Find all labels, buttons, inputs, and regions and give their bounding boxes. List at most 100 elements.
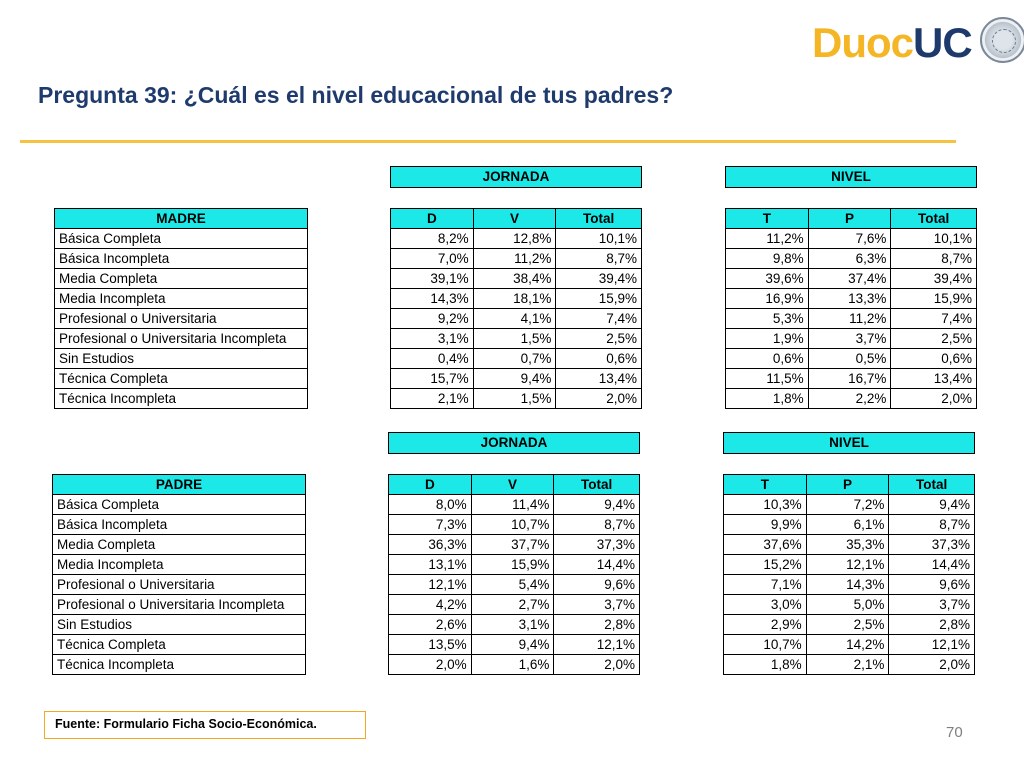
table-cell: 15,2% [723,554,807,575]
row-label: Media Incompleta [52,554,306,575]
table-cell: 11,2% [807,308,892,329]
source-note: Fuente: Formulario Ficha Socio-Económica… [44,711,366,739]
table-cell: 0,6% [555,348,642,369]
madre-jornada-header: JORNADA [390,166,642,188]
table-cell: 15,9% [470,554,555,575]
table-cell: 2,5% [555,328,642,349]
table-cell: 2,6% [388,614,472,635]
table-cell: 4,2% [388,594,472,615]
padre-labels-table: PADRE Básica Completa Básica Incompleta Med… [52,474,306,675]
table-cell: 11,4% [470,494,555,515]
table-cell: 39,1% [390,268,474,289]
table-row: Media Incompleta [52,554,306,575]
padre-nivel-header-row: T P Total [723,474,975,495]
table-cell: 12,1% [888,634,975,655]
table-cell: 7,6% [807,228,892,249]
row-label: Profesional o Universitaria [52,574,306,595]
table-cell: 18,1% [472,288,557,309]
table-row: Sin Estudios [52,614,306,635]
table-cell: 37,3% [553,534,640,555]
table-cell: 6,1% [805,514,890,535]
table-cell: 11,5% [725,368,809,389]
table-cell: 9,2% [390,308,474,329]
table-row: Profesional o Universitaria Incompleta [52,594,306,615]
table-cell: 15,7% [390,368,474,389]
table-row: 7,1% 14,3% 9,6% [723,574,975,595]
table-cell: 7,4% [555,308,642,329]
table-cell: 39,4% [555,268,642,289]
page-title: Pregunta 39: ¿Cuál es el nivel educacion… [38,82,674,108]
table-cell: 13,5% [388,634,472,655]
table-cell: 3,7% [807,328,892,349]
table-row: 39,1% 38,4% 39,4% [390,268,642,289]
table-cell: 9,4% [553,494,640,515]
madre-jornada-table: D V Total 8,2% 12,8% 10,1% 7,0% 11,2% 8,7% 39,1% 3… [390,208,642,409]
row-label: Técnica Completa [54,368,308,389]
table-cell: 2,0% [388,654,472,675]
table-cell: 2,5% [805,614,890,635]
table-cell: 8,0% [388,494,472,515]
madre-column-header: MADRE [54,208,308,229]
table-cell: 2,0% [890,388,977,409]
table-cell: 2,7% [470,594,555,615]
table-cell: 37,7% [470,534,555,555]
table-cell: 2,8% [553,614,640,635]
column-header: V [472,208,557,229]
table-row: 0,6% 0,5% 0,6% [725,348,977,369]
column-header: D [388,474,472,495]
madre-header-row: MADRE [54,208,308,229]
table-cell: 38,4% [472,268,557,289]
table-cell: 8,7% [888,514,975,535]
table-row: 37,6% 35,3% 37,3% [723,534,975,555]
row-label: Básica Completa [54,228,308,249]
table-row: 5,3% 11,2% 7,4% [725,308,977,329]
table-row: Técnica Incompleta [52,654,306,675]
column-header: T [723,474,807,495]
row-label: Profesional o Universitaria Incompleta [54,328,308,349]
padre-header-row: PADRE [52,474,306,495]
padre-jornada-header: JORNADA [388,432,640,454]
madre-nivel-header-row: T P Total [725,208,977,229]
duoc-uc-logo: DuocUC [812,14,1024,72]
table-row: 9,8% 6,3% 8,7% [725,248,977,269]
row-label: Sin Estudios [52,614,306,635]
page-number: 70 [946,724,963,741]
row-label: Técnica Incompleta [54,388,308,409]
table-row: 13,5% 9,4% 12,1% [388,634,640,655]
table-cell: 0,4% [390,348,474,369]
table-row: 9,2% 4,1% 7,4% [390,308,642,329]
table-cell: 9,6% [888,574,975,595]
table-row: Profesional o Universitaria [54,308,308,329]
table-cell: 37,4% [807,268,892,289]
padre-nivel-header: NIVEL [723,432,975,454]
table-cell: 7,4% [890,308,977,329]
table-cell: 15,9% [890,288,977,309]
table-cell: 35,3% [805,534,890,555]
table-row: 4,2% 2,7% 3,7% [388,594,640,615]
row-label: Profesional o Universitaria [54,308,308,329]
table-cell: 3,1% [390,328,474,349]
table-cell: 1,8% [725,388,809,409]
table-row: Media Incompleta [54,288,308,309]
row-label: Básica Completa [52,494,306,515]
table-cell: 15,9% [555,288,642,309]
table-cell: 9,4% [888,494,975,515]
row-label: Profesional o Universitaria Incompleta [52,594,306,615]
table-cell: 13,1% [388,554,472,575]
table-cell: 8,2% [390,228,474,249]
row-label: Técnica Incompleta [52,654,306,675]
table-row: 36,3% 37,7% 37,3% [388,534,640,555]
table-row: 11,2% 7,6% 10,1% [725,228,977,249]
table-cell: 1,6% [470,654,555,675]
table-row: Sin Estudios [54,348,308,369]
table-row: 12,1% 5,4% 9,6% [388,574,640,595]
table-cell: 9,6% [553,574,640,595]
row-label: Básica Incompleta [54,248,308,269]
table-cell: 36,3% [388,534,472,555]
table-cell: 2,1% [390,388,474,409]
table-cell: 1,5% [472,328,557,349]
table-row: 2,6% 3,1% 2,8% [388,614,640,635]
row-label: Sin Estudios [54,348,308,369]
table-row: Media Completa [52,534,306,555]
table-row: 2,0% 1,6% 2,0% [388,654,640,675]
